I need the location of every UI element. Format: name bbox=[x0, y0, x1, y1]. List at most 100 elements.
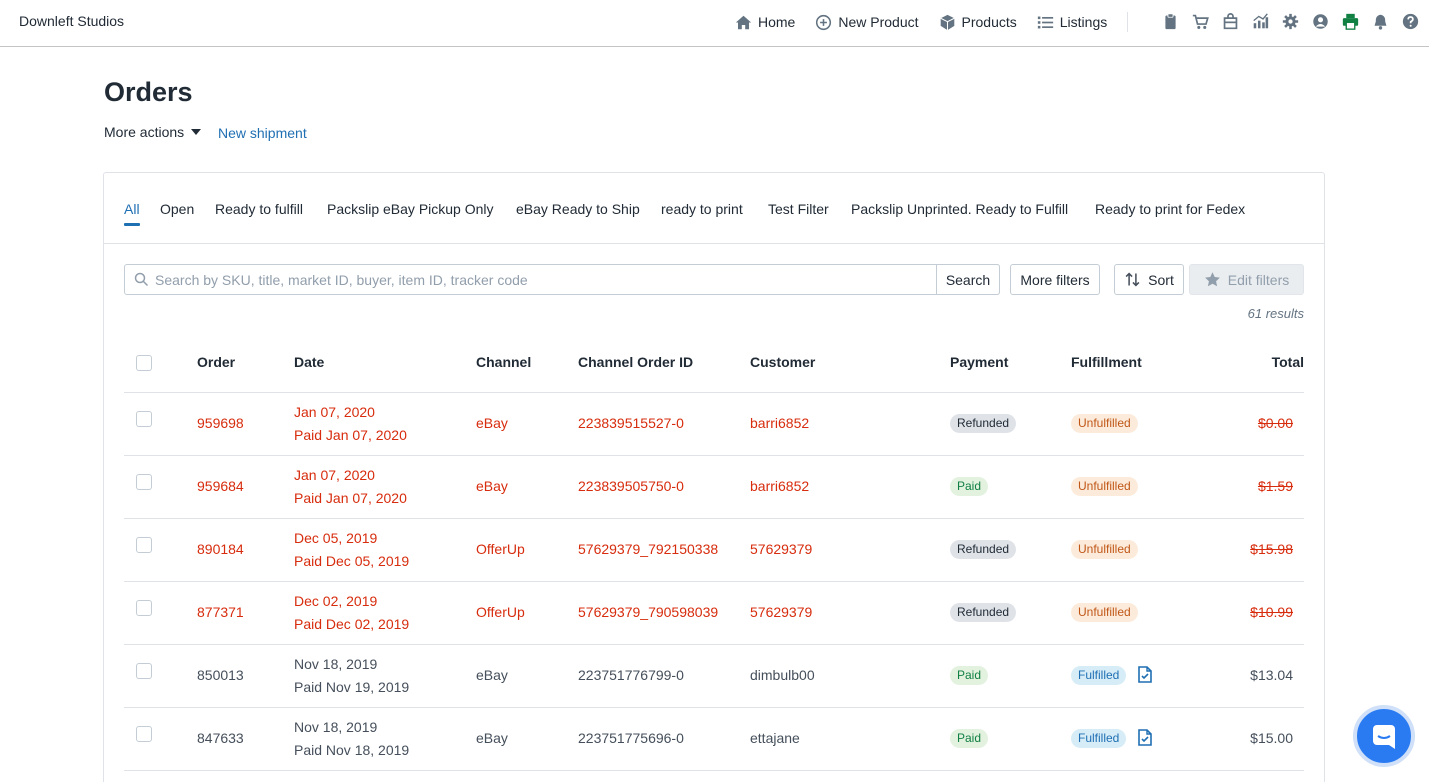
fulfillment-status-badge: Fulfilled bbox=[1071, 729, 1127, 748]
nav-new-product-label: New Product bbox=[838, 14, 919, 30]
sort-button[interactable]: Sort bbox=[1114, 264, 1184, 295]
nav-listings-label: Listings bbox=[1059, 14, 1108, 30]
table-header: Order Date Channel Channel Order ID Cust… bbox=[124, 341, 1304, 393]
column-channel: Channel bbox=[476, 354, 532, 370]
row-checkbox[interactable] bbox=[136, 600, 152, 616]
orders-card: All Open Ready to fulfill Packslip eBay … bbox=[103, 172, 1325, 782]
customer: barri6852 bbox=[750, 478, 810, 494]
brand-name[interactable]: Downleft Studios bbox=[19, 13, 125, 29]
tab-ready-to-print[interactable]: ready to print bbox=[661, 201, 743, 217]
order-number-link[interactable]: 850013 bbox=[197, 667, 244, 683]
customer: 57629379 bbox=[750, 541, 813, 557]
user-icon[interactable] bbox=[1305, 11, 1335, 31]
tab-ready-to-print-fedex[interactable]: Ready to print for Fedex bbox=[1095, 201, 1246, 217]
order-total: $0.00 bbox=[1257, 415, 1293, 431]
sort-icon bbox=[1125, 272, 1140, 287]
help-icon[interactable] bbox=[1395, 11, 1425, 31]
packslip-document-icon[interactable] bbox=[1138, 666, 1152, 683]
chat-launcher-button[interactable] bbox=[1353, 705, 1415, 767]
home-icon bbox=[735, 15, 752, 29]
row-checkbox[interactable] bbox=[136, 411, 152, 427]
tab-packslip-unprinted[interactable]: Packslip Unprinted. Ready to Fulfill bbox=[851, 201, 1069, 217]
column-order: Order bbox=[197, 354, 236, 370]
row-checkbox[interactable] bbox=[136, 537, 152, 553]
bell-icon[interactable] bbox=[1365, 11, 1395, 31]
row-checkbox[interactable] bbox=[136, 474, 152, 490]
search-input[interactable] bbox=[155, 271, 925, 288]
column-date: Date bbox=[294, 354, 325, 370]
paid-date: Paid Nov 18, 2019 bbox=[294, 742, 410, 758]
nav-new-product[interactable]: New Product bbox=[815, 14, 919, 31]
paid-date: Paid Nov 19, 2019 bbox=[294, 679, 410, 695]
new-shipment-link[interactable]: New shipment bbox=[218, 125, 307, 141]
table-row[interactable]: 959684 Jan 07, 2020 Paid Jan 07, 2020 eB… bbox=[124, 456, 1304, 519]
search-button[interactable]: Search bbox=[936, 264, 1000, 295]
order-total: $10.99 bbox=[1250, 604, 1293, 620]
channel-order-id: 57629379_790598039 bbox=[578, 604, 719, 620]
table-row[interactable]: 850013 Nov 18, 2019 Paid Nov 19, 2019 eB… bbox=[124, 645, 1304, 708]
row-checkbox[interactable] bbox=[136, 726, 152, 742]
toolbar-icons bbox=[1155, 11, 1425, 31]
order-number-link[interactable]: 847633 bbox=[197, 730, 244, 746]
customer: 57629379 bbox=[750, 604, 813, 620]
main-nav: Home New Product Products Listings bbox=[735, 12, 1136, 32]
table-row[interactable]: 847633 Nov 18, 2019 Paid Nov 18, 2019 eB… bbox=[124, 708, 1304, 771]
order-date: Nov 18, 2019 bbox=[294, 656, 378, 672]
fulfillment-status-badge: Fulfilled bbox=[1071, 666, 1127, 685]
customer: barri6852 bbox=[750, 415, 810, 431]
more-filters-button[interactable]: More filters bbox=[1010, 264, 1100, 295]
tab-open[interactable]: Open bbox=[160, 201, 195, 217]
edit-filters-button[interactable]: Edit filters bbox=[1189, 264, 1304, 295]
gear-icon[interactable] bbox=[1275, 11, 1305, 31]
channel-order-id: 57629379_792150338 bbox=[578, 541, 719, 557]
caret-down-icon bbox=[191, 129, 202, 135]
search-box bbox=[124, 264, 1000, 295]
select-all-checkbox[interactable] bbox=[136, 355, 152, 371]
customer: ettajane bbox=[750, 730, 800, 746]
channel: eBay bbox=[476, 415, 508, 431]
tab-packslip-ebay-pickup-only[interactable]: Packslip eBay Pickup Only bbox=[327, 201, 494, 217]
store-icon[interactable] bbox=[1215, 11, 1245, 31]
paid-date: Paid Jan 07, 2020 bbox=[294, 427, 407, 443]
column-payment: Payment bbox=[950, 354, 1009, 370]
order-date: Jan 07, 2020 bbox=[294, 404, 375, 420]
table-row[interactable]: 877371 Dec 02, 2019 Paid Dec 02, 2019 Of… bbox=[124, 582, 1304, 645]
channel: eBay bbox=[476, 730, 508, 746]
tab-ready-to-fulfill[interactable]: Ready to fulfill bbox=[215, 201, 303, 217]
plus-circle-icon bbox=[816, 14, 832, 30]
channel: eBay bbox=[476, 478, 508, 494]
column-fulfillment: Fulfillment bbox=[1071, 354, 1142, 370]
table-row[interactable]: 959698 Jan 07, 2020 Paid Jan 07, 2020 eB… bbox=[124, 393, 1304, 456]
more-actions-dropdown[interactable]: More actions bbox=[104, 124, 202, 140]
printer-icon[interactable] bbox=[1335, 11, 1365, 31]
tab-test-filter[interactable]: Test Filter bbox=[768, 201, 829, 217]
nav-home[interactable]: Home bbox=[735, 14, 795, 31]
packslip-document-icon[interactable] bbox=[1138, 729, 1152, 746]
clipboard-icon[interactable] bbox=[1155, 11, 1185, 31]
row-checkbox[interactable] bbox=[136, 663, 152, 679]
tab-ebay-ready-to-ship[interactable]: eBay Ready to Ship bbox=[516, 201, 640, 217]
channel: OfferUp bbox=[476, 604, 525, 620]
table-row[interactable]: 890184 Dec 05, 2019 Paid Dec 05, 2019 Of… bbox=[124, 519, 1304, 582]
page-title: Orders bbox=[104, 77, 193, 107]
box-icon bbox=[939, 14, 955, 30]
order-number-link[interactable]: 959684 bbox=[197, 478, 244, 494]
fulfillment-status-badge: Unfulfilled bbox=[1071, 540, 1138, 559]
tab-all[interactable]: All bbox=[124, 201, 140, 226]
order-number-link[interactable]: 890184 bbox=[197, 541, 244, 557]
column-customer: Customer bbox=[750, 354, 816, 370]
nav-products-label: Products bbox=[961, 14, 1017, 30]
sort-label: Sort bbox=[1148, 271, 1174, 288]
more-actions-label: More actions bbox=[104, 124, 185, 140]
search-icon bbox=[134, 272, 149, 287]
channel: eBay bbox=[476, 667, 508, 683]
fulfillment-status-badge: Unfulfilled bbox=[1071, 603, 1138, 622]
cart-icon[interactable] bbox=[1185, 11, 1215, 31]
chart-icon[interactable] bbox=[1245, 11, 1275, 31]
nav-products[interactable]: Products bbox=[939, 14, 1017, 31]
results-count: 61 results bbox=[1247, 306, 1304, 321]
nav-listings[interactable]: Listings bbox=[1037, 14, 1107, 31]
order-number-link[interactable]: 877371 bbox=[197, 604, 244, 620]
channel-order-id: 223839515527-0 bbox=[578, 415, 684, 431]
order-number-link[interactable]: 959698 bbox=[197, 415, 244, 431]
